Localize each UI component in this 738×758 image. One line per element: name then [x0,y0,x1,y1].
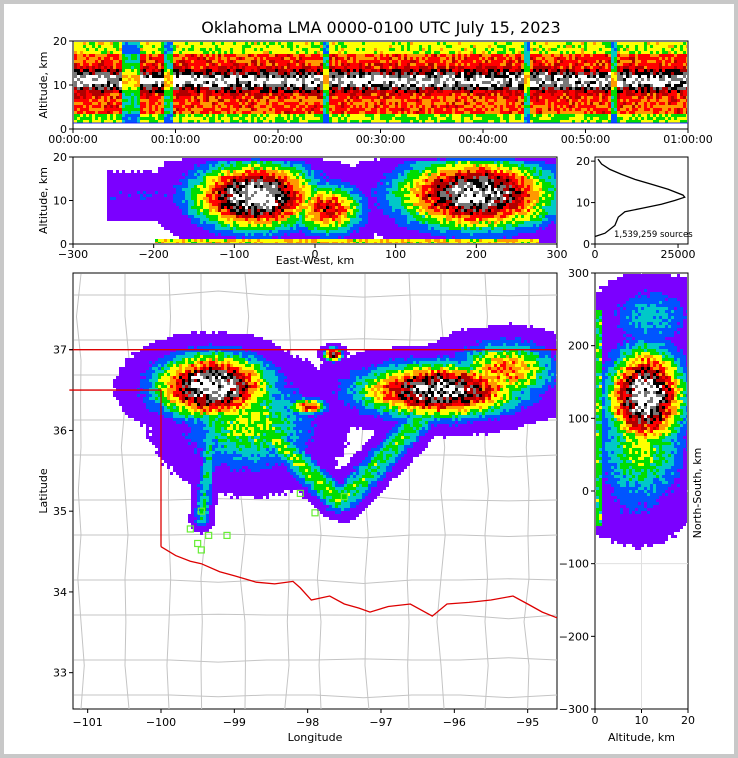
plan_view-xtick-label: −99 [223,716,246,729]
altitude_histogram-xtick-label: 0 [592,248,599,261]
plan_view-county-line [407,274,411,709]
eastwest_altitude-xtick-label: −200 [139,248,169,261]
plan_view-ytick-label: 37 [53,344,67,357]
plan_view-station-marker [206,532,212,538]
time_altitude-ytick-label: 20 [53,35,67,48]
altitude_northsouth-xtick-label: 10 [635,714,649,727]
time_altitude-ylabel: Altitude, km [37,51,50,118]
altitude_histogram-ytick-label: 0 [583,238,590,251]
time_altitude-xtick-label: 00:40:00 [458,133,507,146]
plan_view-county-line [76,274,84,709]
altitude_northsouth-density [596,274,687,550]
eastwest_altitude-density [107,158,556,243]
altitude_northsouth-ytick-label: 200 [568,340,589,353]
plan_view-ylabel: Latitude [37,468,50,514]
chart-title: Oklahoma LMA 0000-0100 UTC July 15, 2023 [201,18,560,37]
eastwest_altitude-xtick-label: 100 [385,248,406,261]
altitude_northsouth-xlabel: Altitude, km [608,731,675,744]
plan_view-county-line [74,614,557,619]
time_altitude-xtick-label: 00:20:00 [253,133,302,146]
plan_view-county-line [74,579,557,584]
eastwest_altitude-xtick-label: 200 [466,248,487,261]
eastwest_altitude-ytick-label: 10 [53,195,67,208]
eastwest_altitude-xtick-label: −100 [219,248,249,261]
plan_view-xtick-label: −96 [443,716,466,729]
plan_view-xlabel: Longitude [288,731,343,744]
figure-frame: Oklahoma LMA 0000-0100 UTC July 15, 2023… [4,4,734,754]
plan_view-xtick-label: −101 [73,716,103,729]
plan_view-county-line [74,291,557,297]
time_altitude-xtick-label: 00:50:00 [561,133,610,146]
time_altitude-ytick-label: 0 [60,123,67,136]
time_altitude-xtick-label: 00:00:00 [48,133,97,146]
altitude_northsouth-ytick-label: −100 [559,558,589,571]
eastwest_altitude-ytick-label: 0 [60,238,67,251]
altitude_northsouth-ytick-label: 100 [568,412,589,425]
altitude_histogram-axes: 0 10 20 0 25000 1,539,259 sources [576,155,696,261]
time_altitude-ytick-label: 10 [53,79,67,92]
plan_view-xtick-label: −98 [296,716,319,729]
plan_view-xtick-label: −100 [146,716,176,729]
altitude_histogram-xtick-label: 25000 [661,248,696,261]
time_altitude-axes: 00:00:00 00:10:00 00:20:00 00:30:00 00:40:00… [37,35,713,146]
altitude_histogram-ytick-label: 20 [576,155,590,168]
time_altitude-xtick-label: 00:30:00 [356,133,405,146]
altitude_northsouth-xtick-label: 0 [592,714,599,727]
plan_view-county-line [74,695,557,698]
altitude_histogram-source-count: 1,539,259 sources [614,230,693,240]
plan_view-xtick-label: −97 [369,716,392,729]
time_altitude-xtick-label: 01:00:00 [663,133,712,146]
altitude_northsouth-ytick-label: −200 [559,630,589,643]
altitude_histogram-ytick-label: 10 [576,197,590,210]
altitude_northsouth-axes: 0 10 20 −300 −200 −100 0 100 200 300 Altitude, km N… [559,267,704,744]
plan_view-ytick-label: 33 [53,667,67,680]
altitude_histogram-curve [595,159,685,236]
time_altitude-density [74,42,687,123]
plan_view-county-line [121,274,129,709]
lma-figure: Oklahoma LMA 0000-0100 UTC July 15, 2023… [4,4,734,754]
plan_view-xtick-label: −95 [516,716,539,729]
plan_view-ytick-label: 35 [53,505,67,518]
plan_view-ytick-label: 36 [53,424,67,437]
plan_view-station-marker [224,532,230,538]
eastwest_altitude-xlabel: East-West, km [276,254,354,267]
time_altitude-xtick-label: 00:10:00 [151,133,200,146]
eastwest_altitude-ylabel: Altitude, km [37,167,50,234]
plan_view-county-line [74,658,557,662]
plan_view-axes: −101 −100 −99 −98 −97 −96 −95 33 34 35 36 37 Longitu… [37,273,557,744]
plan_view-station-marker [195,540,201,546]
plan_view-density [113,322,556,535]
eastwest_altitude-xtick-label: 300 [547,248,568,261]
altitude_northsouth-ytick-label: −300 [559,703,589,716]
altitude_northsouth-ytick-label: 300 [568,267,589,280]
eastwest_altitude-ytick-label: 20 [53,151,67,164]
plan_view-ytick-label: 34 [53,586,67,599]
altitude_northsouth-ylabel: North-South, km [691,448,704,539]
altitude_northsouth-xtick-label: 20 [681,714,695,727]
altitude_northsouth-ytick-label: 0 [582,485,589,498]
